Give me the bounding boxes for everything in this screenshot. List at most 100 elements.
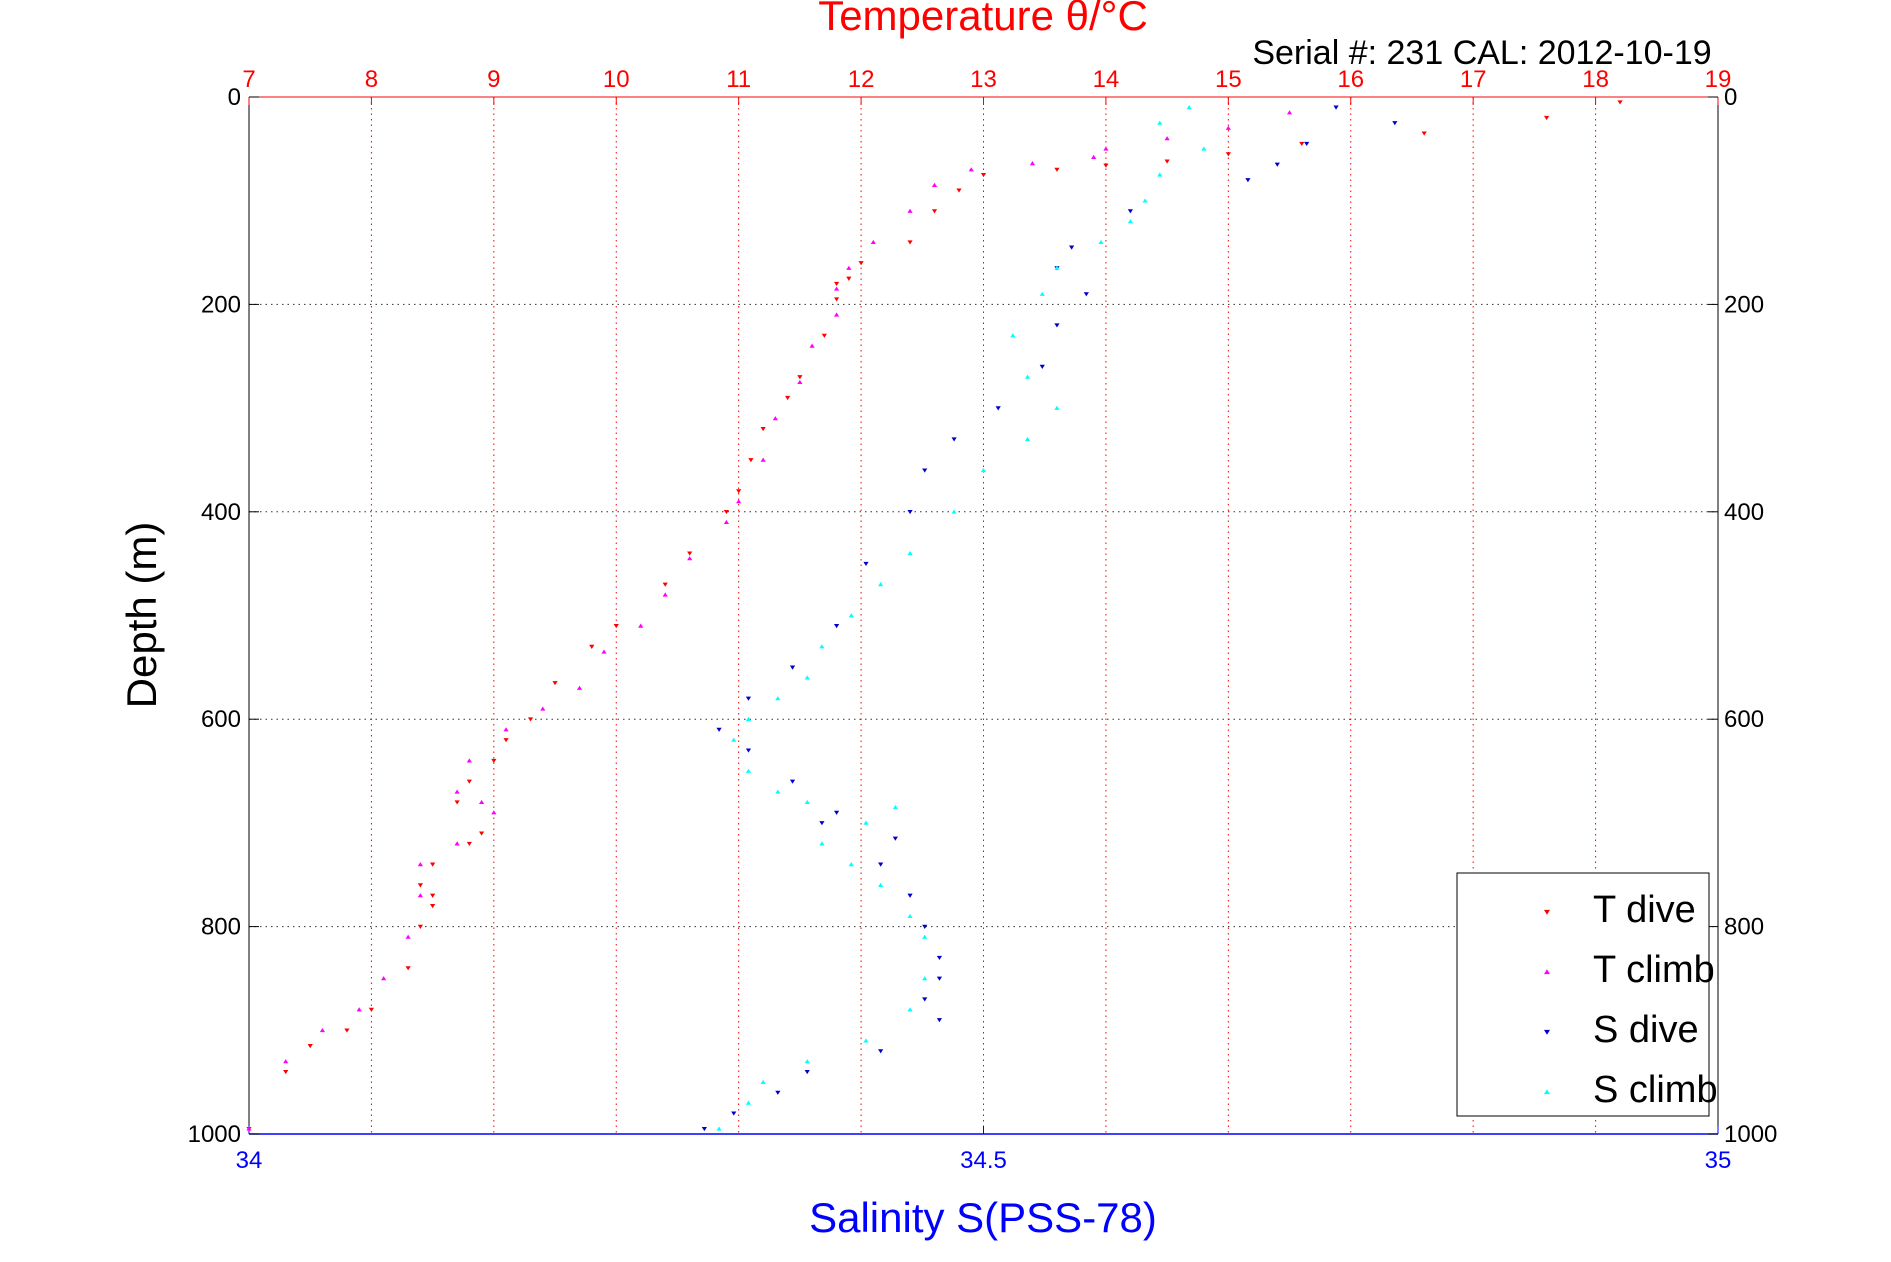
- data-point: [922, 997, 928, 1002]
- bottom-tick-label: 34: [236, 1147, 263, 1174]
- top-tick-label: 18: [1582, 66, 1609, 93]
- top-tick-label: 16: [1337, 66, 1364, 93]
- data-point: [760, 1079, 766, 1084]
- data-point: [922, 924, 928, 929]
- data-point: [503, 738, 509, 743]
- data-point: [1127, 209, 1133, 214]
- data-point: [907, 893, 913, 898]
- bottom-tick-label: 35: [1705, 1147, 1732, 1174]
- left-tick-label: 600: [201, 706, 241, 733]
- data-point: [1024, 374, 1031, 379]
- left-tick-label: 800: [201, 914, 241, 941]
- data-point: [819, 821, 825, 826]
- top-tick-label: 13: [970, 66, 997, 93]
- data-point: [1098, 239, 1104, 244]
- data-point: [687, 556, 693, 561]
- data-point: [576, 685, 583, 690]
- data-point: [936, 955, 943, 961]
- data-point: [527, 717, 534, 722]
- data-point: [834, 624, 840, 629]
- data-point: [1091, 154, 1097, 159]
- data-point: [775, 1090, 781, 1095]
- legend-marker: [1544, 969, 1550, 975]
- top-tick-label: 17: [1460, 66, 1487, 93]
- top-axis-title: Temperature θ/°C: [818, 0, 1148, 39]
- data-point: [1544, 115, 1550, 121]
- data-point: [892, 805, 898, 810]
- data-point: [980, 172, 987, 178]
- data-point: [789, 665, 796, 670]
- data-point: [491, 758, 497, 764]
- data-point: [662, 582, 668, 587]
- data-point: [745, 748, 752, 753]
- data-point: [846, 276, 852, 281]
- left-tick-label: 0: [228, 84, 241, 111]
- data-point: [870, 239, 876, 244]
- data-point: [1274, 162, 1280, 167]
- data-point: [723, 519, 730, 524]
- data-point: [417, 893, 423, 898]
- data-point: [1054, 167, 1060, 172]
- right-tick-label: 0: [1724, 84, 1737, 111]
- data-point: [1029, 161, 1036, 166]
- data-point: [848, 862, 854, 867]
- right-tick-label: 600: [1724, 706, 1764, 733]
- data-point: [1127, 219, 1133, 224]
- data-point: [1186, 105, 1192, 110]
- data-point: [922, 976, 928, 981]
- bottom-axis-title: Salinity S(PSS-78): [809, 1194, 1157, 1241]
- data-point: [503, 727, 509, 732]
- data-point: [307, 1044, 313, 1049]
- data-point: [454, 800, 460, 805]
- data-point: [1164, 159, 1170, 164]
- data-point: [1054, 265, 1060, 270]
- data-point: [819, 644, 825, 649]
- data-point: [454, 789, 460, 794]
- series-s-climb: [716, 105, 1207, 1131]
- data-point: [466, 841, 472, 846]
- data-point: [613, 624, 619, 629]
- series-s-dive: [701, 105, 1398, 1132]
- legend-marker: [1544, 909, 1550, 915]
- data-point: [797, 379, 803, 384]
- data-point: [878, 582, 884, 587]
- data-point: [878, 862, 884, 867]
- data-point: [540, 706, 546, 711]
- top-tick-label: 19: [1705, 66, 1732, 93]
- data-point: [863, 820, 869, 825]
- data-series: [246, 100, 1623, 1132]
- data-point: [405, 934, 411, 939]
- data-point: [716, 1126, 722, 1131]
- right-tick-label: 800: [1724, 914, 1764, 941]
- data-point: [662, 592, 668, 597]
- data-point: [1039, 291, 1045, 296]
- top-tick-label: 12: [848, 66, 875, 93]
- data-point: [789, 779, 796, 784]
- data-point: [430, 862, 436, 867]
- data-point: [834, 810, 840, 815]
- data-point: [731, 737, 737, 742]
- data-point: [931, 182, 938, 187]
- legend-label: S climb: [1593, 1069, 1718, 1111]
- data-point: [907, 509, 913, 515]
- left-tick-label: 400: [201, 499, 241, 526]
- data-point: [863, 1038, 869, 1043]
- legend-box: [1456, 872, 1710, 1117]
- data-point: [834, 297, 840, 302]
- legend-marker: [1544, 1029, 1550, 1035]
- data-point: [907, 913, 913, 919]
- data-point: [907, 208, 913, 213]
- data-point: [638, 623, 644, 628]
- data-point: [1142, 198, 1148, 203]
- data-point: [405, 966, 411, 971]
- data-point: [878, 882, 884, 887]
- data-point: [430, 904, 436, 909]
- data-point: [797, 375, 803, 380]
- data-point: [951, 437, 957, 442]
- data-point: [748, 458, 754, 463]
- data-point: [834, 312, 840, 317]
- data-point: [1083, 292, 1089, 297]
- legend-label: T dive: [1593, 889, 1696, 931]
- data-point: [466, 779, 472, 784]
